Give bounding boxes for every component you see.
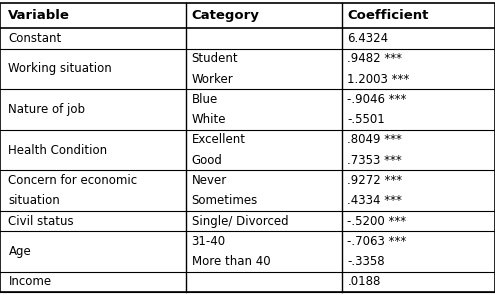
Text: Variable: Variable [8, 9, 70, 22]
Text: Worker: Worker [192, 73, 233, 86]
Text: 6.4324: 6.4324 [347, 32, 389, 45]
Text: situation: situation [8, 194, 60, 207]
Text: -.9046 ***: -.9046 *** [347, 93, 407, 106]
Text: .9272 ***: .9272 *** [347, 174, 402, 187]
Text: Blue: Blue [192, 93, 218, 106]
Text: Income: Income [8, 276, 51, 289]
Text: Civil status: Civil status [8, 214, 74, 227]
Text: -.5200 ***: -.5200 *** [347, 214, 406, 227]
Text: .4334 ***: .4334 *** [347, 194, 402, 207]
Text: Health Condition: Health Condition [8, 144, 107, 157]
Text: 1.2003 ***: 1.2003 *** [347, 73, 410, 86]
Text: 31-40: 31-40 [192, 235, 226, 248]
Text: Never: Never [192, 174, 227, 187]
Text: Nature of job: Nature of job [8, 103, 86, 116]
Text: White: White [192, 113, 226, 126]
Text: Sometimes: Sometimes [192, 194, 258, 207]
Text: Excellent: Excellent [192, 133, 246, 146]
Text: Coefficient: Coefficient [347, 9, 429, 22]
Text: Concern for economic: Concern for economic [8, 174, 138, 187]
Text: .7353 ***: .7353 *** [347, 154, 402, 167]
Text: -.3358: -.3358 [347, 255, 385, 268]
Text: Student: Student [192, 52, 238, 65]
Text: Single/ Divorced: Single/ Divorced [192, 214, 288, 227]
Text: .9482 ***: .9482 *** [347, 52, 402, 65]
Text: Good: Good [192, 154, 222, 167]
Text: .8049 ***: .8049 *** [347, 133, 402, 146]
Text: Category: Category [192, 9, 259, 22]
Text: Constant: Constant [8, 32, 62, 45]
Text: Age: Age [8, 245, 31, 258]
Text: -.7063 ***: -.7063 *** [347, 235, 407, 248]
Text: More than 40: More than 40 [192, 255, 270, 268]
Text: .0188: .0188 [347, 276, 381, 289]
Text: -.5501: -.5501 [347, 113, 385, 126]
Text: Working situation: Working situation [8, 63, 112, 76]
